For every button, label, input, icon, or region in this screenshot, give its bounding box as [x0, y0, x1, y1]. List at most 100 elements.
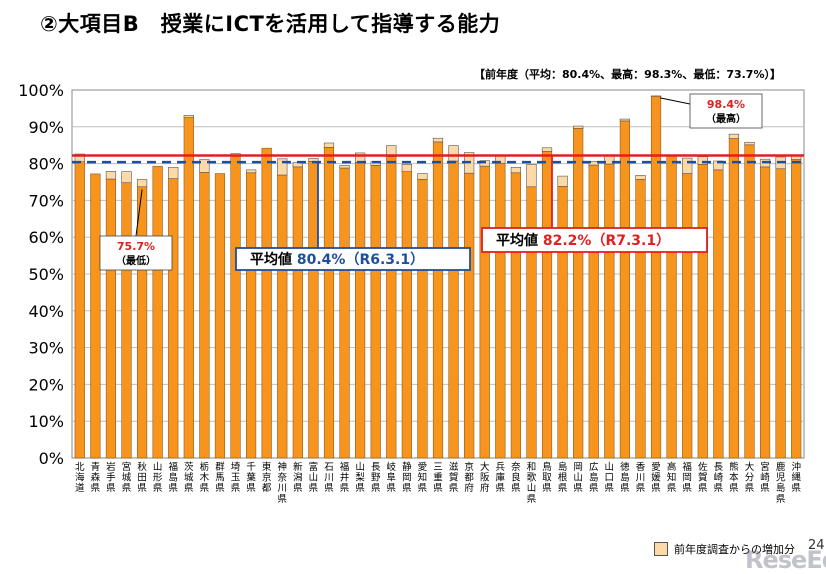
x-tick-label: 栃木県: [200, 461, 210, 494]
y-tick-label: 60%: [28, 228, 64, 247]
bar-previous: [371, 165, 381, 458]
bar-previous: [511, 173, 521, 458]
bar-increase: [558, 176, 568, 186]
x-tick-label: 千葉県: [246, 462, 256, 494]
bar-previous: [91, 174, 101, 458]
watermark-logo: ReseEd: [745, 546, 826, 574]
y-tick-label: 30%: [28, 339, 64, 358]
x-tick-label: 富山県: [309, 461, 319, 494]
bar-previous: [589, 165, 599, 458]
bar-previous: [309, 161, 319, 458]
bar-previous: [573, 128, 583, 458]
bar-increase: [402, 164, 412, 171]
x-tick-label: 山形県: [153, 462, 163, 494]
x-tick-label: 長崎県: [714, 462, 724, 494]
x-tick-label: 東京都: [262, 461, 272, 494]
bar-increase: [729, 134, 739, 138]
bar-previous: [402, 172, 412, 458]
bar-previous: [464, 173, 474, 458]
bar-previous: [246, 173, 256, 458]
bar-previous: [231, 156, 241, 458]
previous-average-label: 平均値 80.4%（R6.3.1）: [250, 251, 424, 268]
x-tick-label: 熊本県: [729, 461, 739, 494]
annotation-note: （最低）: [116, 254, 156, 267]
bar-increase: [137, 179, 147, 186]
bar-increase: [527, 164, 537, 186]
x-tick-label: 岐阜県: [387, 461, 397, 494]
bar-increase: [168, 167, 178, 178]
bar-previous: [122, 183, 132, 458]
bar-previous: [324, 147, 334, 458]
bar-increase: [340, 165, 350, 168]
bar-increase: [449, 146, 459, 161]
bar-increase: [184, 115, 194, 117]
y-tick-label: 10%: [28, 412, 64, 431]
x-tick-label: 沖縄県: [791, 461, 801, 494]
y-tick-label: 100%: [18, 81, 64, 100]
x-tick-label: 福島県: [168, 461, 178, 494]
x-tick-label: 長野県: [371, 462, 381, 494]
x-tick-label: 大分県: [745, 461, 755, 494]
bar-increase: [745, 142, 755, 145]
x-tick-label: 愛知県: [418, 461, 428, 494]
x-tick-label: 群馬県: [215, 461, 225, 494]
x-tick-label: 愛媛県: [651, 461, 661, 494]
bar-previous: [480, 166, 490, 458]
y-tick-label: 40%: [28, 302, 64, 321]
current-average-label: 平均値 82.2%（R7.3.1）: [496, 232, 670, 249]
bar-previous: [729, 139, 739, 458]
bar-previous: [355, 162, 365, 458]
bar-previous: [495, 163, 505, 458]
x-tick-label: 島根県: [558, 461, 568, 494]
bar-previous: [340, 168, 350, 458]
bar-previous: [75, 162, 85, 458]
x-tick-label: 山口県: [605, 462, 615, 494]
bar-increase: [573, 126, 583, 128]
y-tick-label: 0%: [39, 449, 64, 468]
y-tick-label: 80%: [28, 155, 64, 174]
bar-previous: [184, 118, 194, 458]
y-tick-label: 70%: [28, 191, 64, 210]
bar-previous: [620, 121, 630, 458]
x-tick-label: 徳島県: [620, 461, 630, 494]
x-tick-label: 福岡県: [682, 461, 692, 494]
bar-increase: [511, 167, 521, 173]
x-tick-label: 岡山県: [573, 462, 583, 494]
bar-previous: [667, 155, 677, 458]
x-tick-label: 山梨県: [355, 462, 365, 494]
bar-previous: [200, 172, 210, 458]
x-tick-label: 北海道: [75, 462, 85, 494]
x-tick-label: 福井県: [340, 461, 350, 494]
bar-previous: [215, 174, 225, 458]
y-tick-label: 90%: [28, 118, 64, 137]
x-tick-label: 香川県: [636, 462, 646, 494]
x-tick-label: 鳥取県: [542, 461, 552, 494]
x-tick-label: 神奈川県: [277, 461, 287, 505]
bar-previous: [698, 164, 708, 458]
bar-increase: [682, 158, 692, 173]
bar-previous: [604, 164, 614, 458]
bar-increase: [418, 174, 428, 180]
x-tick-label: 宮崎県: [760, 461, 770, 494]
bar-previous: [776, 169, 786, 458]
bar-previous: [682, 174, 692, 458]
bar-previous: [791, 160, 801, 458]
bar-increase: [542, 148, 552, 152]
x-tick-label: 鹿児島県: [776, 461, 786, 505]
bar-previous: [714, 170, 724, 458]
x-tick-label: 三重県: [433, 462, 443, 494]
x-tick-label: 高知県: [667, 461, 677, 494]
x-tick-label: 静岡県: [402, 461, 412, 494]
x-tick-label: 岩手県: [106, 461, 116, 494]
bar-increase: [122, 172, 132, 183]
x-tick-label: 埼玉県: [231, 461, 241, 494]
x-tick-label: 新潟県: [293, 461, 303, 494]
x-tick-label: 広島県: [589, 461, 599, 494]
bar-previous: [433, 142, 443, 458]
x-tick-label: 秋田県: [137, 461, 147, 494]
bar-previous: [262, 148, 272, 458]
bar-previous: [386, 157, 396, 458]
bar-previous: [106, 179, 116, 458]
x-tick-label: 奈良県: [511, 461, 521, 494]
